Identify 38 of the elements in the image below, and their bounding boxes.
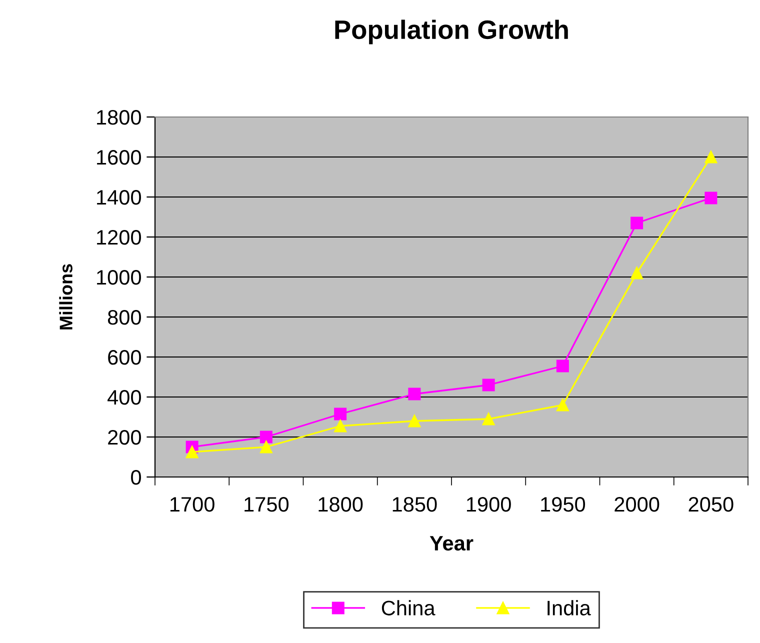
point: [408, 414, 421, 428]
y-tick-label: 800: [108, 310, 141, 325]
point: [704, 192, 718, 204]
x-tick-label: 1800: [318, 496, 363, 512]
point: [408, 388, 421, 400]
x-tick-label: 1850: [392, 496, 437, 512]
x-tick-label: 2050: [688, 496, 734, 512]
y-tick-label: 1000: [97, 270, 141, 285]
y-tick-label: 600: [108, 350, 141, 365]
x-tick-label: 1700: [170, 496, 214, 512]
point: [556, 360, 569, 372]
x-tick-label: 1750: [244, 496, 289, 512]
point: [186, 446, 198, 458]
y-tick-label: 0: [131, 470, 141, 485]
legend-label: India: [548, 600, 591, 616]
y-tick-label: 1200: [97, 230, 141, 245]
y-tick-label: 1600: [97, 150, 141, 165]
point: [704, 150, 718, 164]
y-tick-label: 200: [108, 430, 141, 445]
point: [334, 420, 347, 432]
x-tick-label: 2000: [614, 496, 660, 512]
point: [630, 216, 644, 230]
y-tick-label: 1400: [97, 190, 141, 205]
x-tick-label: 1900: [466, 496, 511, 512]
point: [260, 430, 272, 444]
y-tick-label: 400: [108, 390, 141, 405]
x-tick-label: 1950: [541, 496, 586, 512]
point: [556, 398, 569, 412]
point: [630, 266, 644, 280]
y-tick-label: 1800: [97, 110, 141, 125]
point: [260, 440, 272, 454]
point: [482, 378, 495, 392]
legend-label: China: [382, 600, 436, 616]
x-axis-title: Year: [430, 536, 474, 551]
chart-title: Population Growth: [335, 20, 568, 44]
y-axis-title: Millions: [59, 264, 72, 330]
point: [334, 408, 347, 420]
point: [482, 412, 495, 426]
